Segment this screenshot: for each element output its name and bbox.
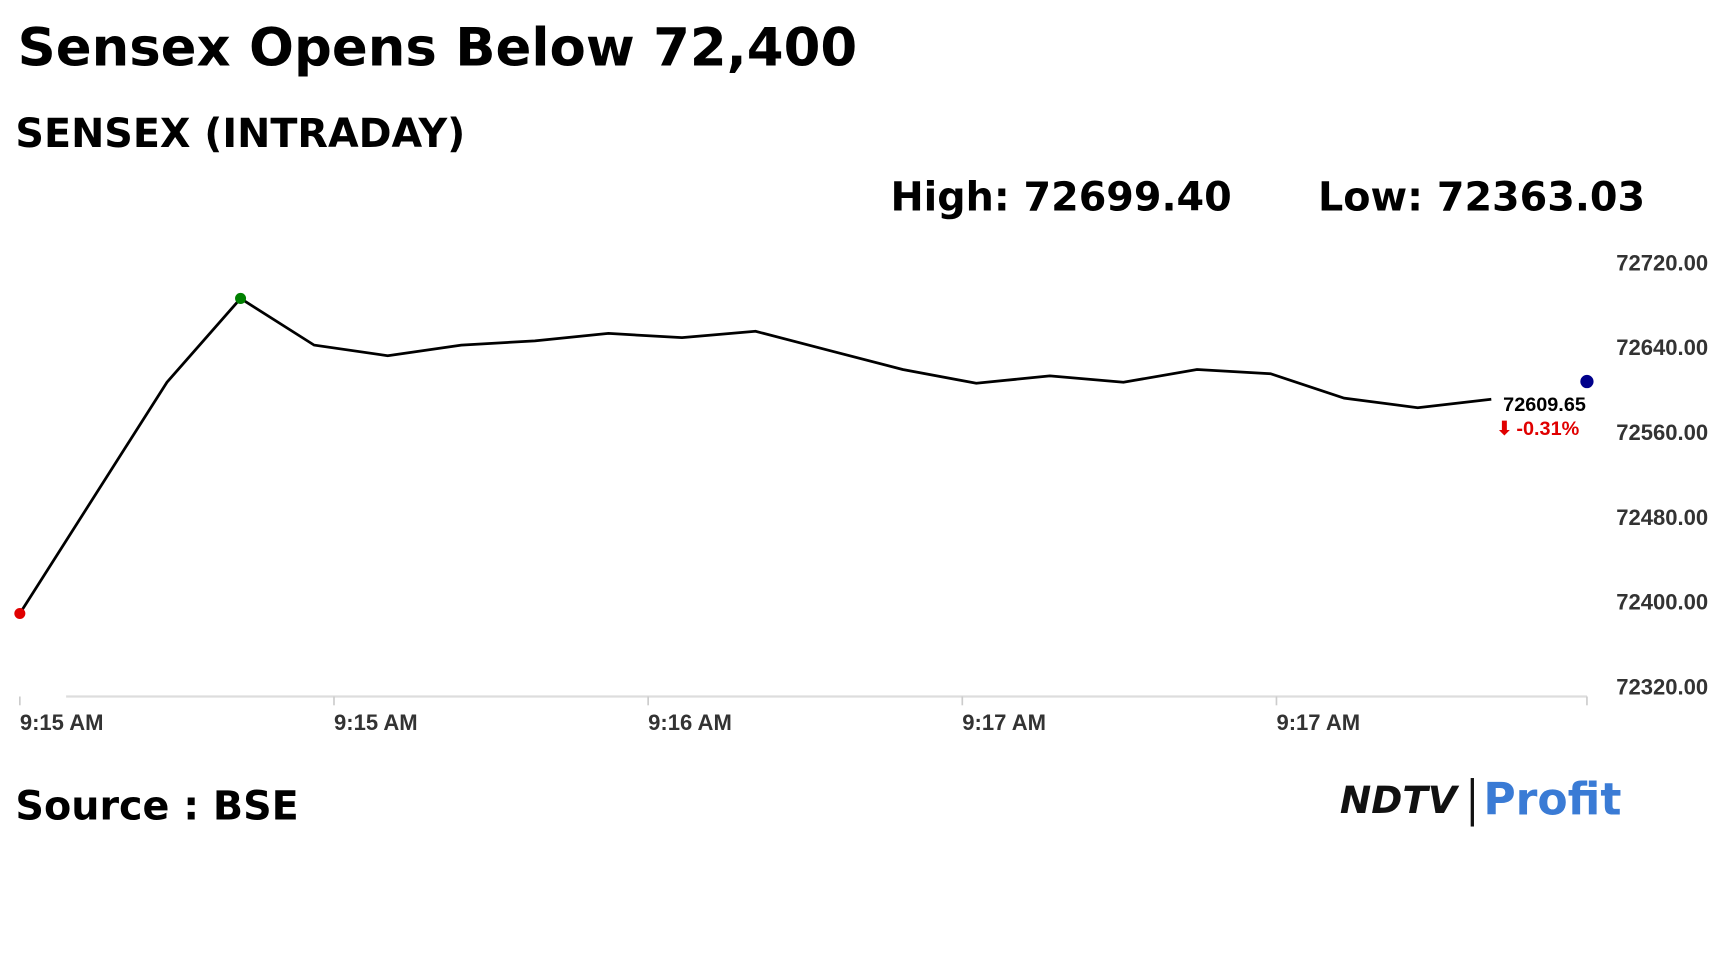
change-label: -0.31% <box>1516 418 1579 440</box>
line <box>18 296 1492 615</box>
y-tick-label: 72560.00 <box>1616 420 1708 445</box>
chart-title: Sensex Opens Below 72,400 <box>18 17 858 78</box>
low-label: Low: <box>1318 174 1423 220</box>
high-stat: High: 72699.40 <box>890 174 1231 220</box>
x-tick-label: 9:16 AM <box>648 710 732 735</box>
y-tick-label: 72480.00 <box>1616 505 1708 530</box>
source: Source : BSE <box>15 783 298 829</box>
logo-profit: Profit <box>1483 774 1621 825</box>
logo-ndtv: NDTV <box>1340 778 1460 822</box>
x-tick-label: 9:17 AM <box>1276 710 1360 735</box>
low-value: 72363.03 <box>1437 174 1645 220</box>
last-value-label: 72609.65 <box>1503 394 1586 416</box>
down-arrow: ⬇ <box>1497 418 1513 439</box>
y-tick-label: 72400.00 <box>1616 590 1708 615</box>
high-value: 72699.40 <box>1024 174 1232 220</box>
high-label: High: <box>890 174 1009 220</box>
x-tick-label: 9:17 AM <box>962 710 1046 735</box>
high-marker <box>235 292 247 304</box>
chart-subtitle: SENSEX (INTRADAY) <box>15 111 465 157</box>
last-marker <box>1580 374 1594 389</box>
y-tick-label: 72640.00 <box>1616 335 1708 360</box>
x-tick-label: 9:15 AM <box>334 710 418 735</box>
y-tick-label: 72320.00 <box>1616 675 1708 700</box>
y-tick-label: 72720.00 <box>1616 250 1708 275</box>
start-marker <box>14 607 26 619</box>
low-stat: Low: 72363.03 <box>1318 174 1645 220</box>
x-tick-label: 9:15 AM <box>20 710 104 735</box>
